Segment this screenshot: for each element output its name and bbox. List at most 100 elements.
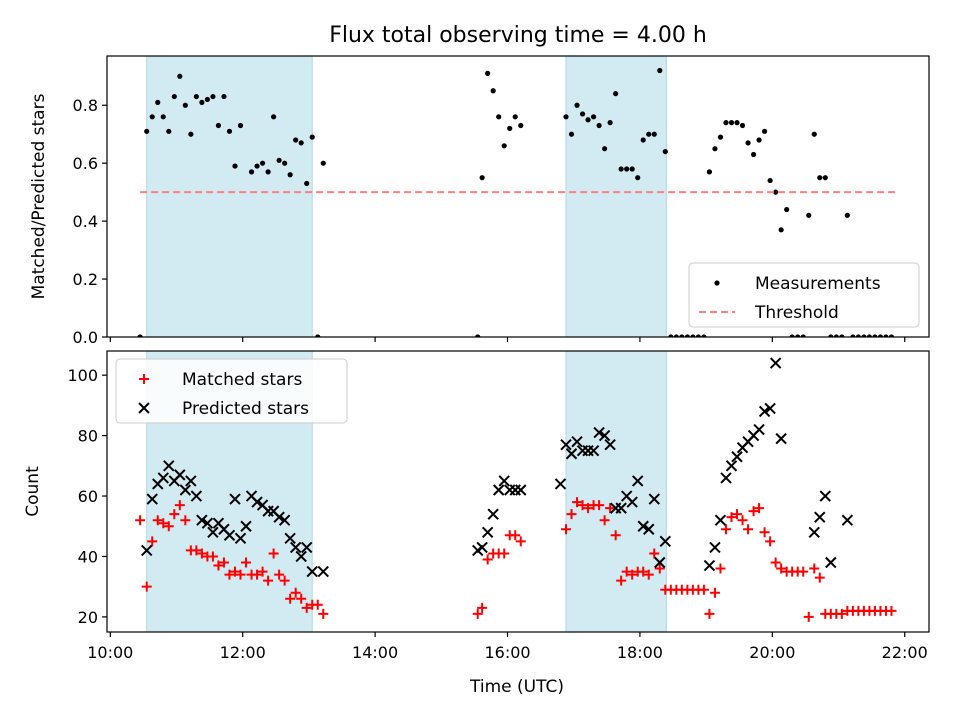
measurements-point [182,102,188,108]
matched-stars-point [743,524,754,535]
measurements-point [778,227,784,233]
predicted-stars-point [492,484,505,496]
matched-stars-point [318,608,329,619]
matched-stars-point [698,584,709,595]
matched-stars-point [627,569,638,580]
predicted-stars-point [201,517,214,529]
panel-top: 0.0 0.2 0.4 0.6 0.8 Matched/Predicted stars Me… [29,55,930,347]
measurements-point [784,206,790,213]
legend-marker [139,374,149,384]
matched-stars-point [594,500,605,511]
measurements-point [712,146,718,152]
measurements-point [193,93,199,100]
measurements-point [265,169,271,175]
measurements-point [568,131,575,137]
measurements-point [613,91,619,97]
predicted-stars-point [659,535,672,548]
matched-stars-point [610,530,621,541]
matched-stars-point [477,602,488,613]
y-tick-label: 0.4 [73,212,98,231]
measurements-point [839,334,845,337]
matched-stars-point [296,593,307,604]
measurements-point [166,128,172,134]
predicted-stars-point [146,493,158,505]
measurements-point [734,120,740,126]
measurements-point [767,177,773,184]
predicted-stars-point [632,475,644,487]
predicted-stars-point [251,496,263,508]
predicted-stars-point [196,514,208,526]
measurements-point [475,334,481,337]
axes-frame [106,55,930,338]
measurements-point [888,334,895,337]
matched-stars-point [643,569,654,580]
predicted-stars-point [841,514,854,526]
predicted-stars-point [825,556,837,569]
measurements-point [673,334,679,337]
predicted-stars-point [814,511,826,523]
x-tick-label: 14:00 [352,643,398,662]
matched-stars-point [510,530,521,541]
predicted-stars-point [185,475,197,487]
predicted-stars-point [306,565,318,578]
measurements-point [518,122,524,129]
predicted-stars-point [289,541,302,554]
predicted-stars-point [223,529,236,542]
predicted-stars-point [571,435,583,448]
legend-label: Threshold [754,303,839,323]
matched-stars-point [754,503,765,514]
matched-stars-point [654,563,665,574]
observing-window [146,56,313,337]
measurements-point [635,175,641,181]
predicted-stars-point [498,475,510,487]
matched-stars-point [583,503,594,514]
measurements-point [795,334,801,337]
measurements-point [590,114,597,120]
measurements-point [806,212,812,218]
measurements-point [811,131,817,137]
measurements-point [221,93,227,100]
measurements-point [833,334,839,337]
measurements-point [171,93,177,100]
x-tick-label: 22:00 [882,643,928,662]
measurements-point [271,114,277,120]
measurements-point [872,334,878,337]
predicted-stars-point [560,438,572,451]
measurements-point [248,169,255,175]
predicted-stars-point [515,484,527,496]
measurements-point [215,122,222,129]
measurements-point [877,334,884,337]
chart-title: Flux total observing time = 4.00 h [329,23,707,48]
measurements-point [309,134,315,140]
predicted-stars-point [284,532,296,545]
measurements-point [723,120,729,126]
measurements-point [149,114,155,120]
matched-stars-point [704,608,715,619]
x-axis-label: Time (UTC) [469,677,564,697]
predicted-stars-point [769,357,782,369]
y-tick-label: 60 [78,487,98,506]
observing-window [565,351,667,632]
predicted-stars-point [654,556,666,569]
measurements-point [237,122,244,129]
matched-stars-point [218,557,229,568]
measurements-point [210,93,216,100]
predicted-stars-point [714,514,727,526]
predicted-stars-point [643,523,655,535]
measurements-point [822,175,828,181]
predicted-stars-point [163,460,175,472]
predicted-stars-point [731,451,743,463]
matched-stars-point [809,563,820,574]
predicted-stars-point [626,496,638,508]
matched-stars-point [268,548,279,559]
measurements-point [618,166,624,172]
measurements-point [789,334,795,337]
predicted-stars-point [598,429,611,442]
measurements-point [199,99,205,105]
measurements-point [690,334,696,337]
measurements-point [512,114,518,120]
predicted-stars-point [637,520,649,532]
measurements-point [602,146,608,152]
